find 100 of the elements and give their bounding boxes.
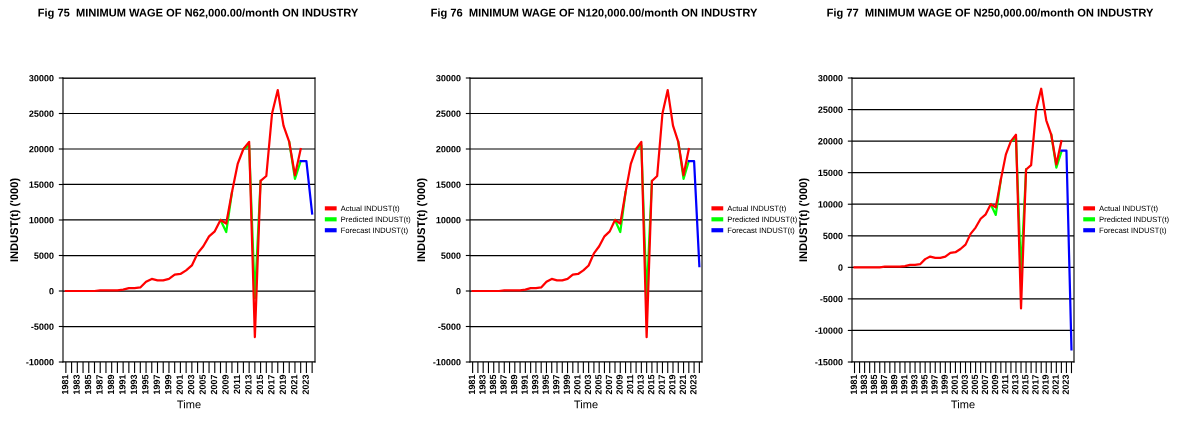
x-tick-label: 2013 (1012, 374, 1019, 395)
x-tick-label: 1985 (870, 374, 878, 395)
x-tick-label: 2015 (256, 374, 264, 395)
y-tick-label: -10000 (433, 358, 461, 366)
x-tick-label: 2009 (991, 374, 999, 395)
x-tick-label: 1995 (542, 374, 549, 395)
y-tick-label: 10000 (818, 201, 843, 208)
x-tick-label: 1999 (563, 374, 570, 395)
x-axis-title: Time (177, 400, 201, 409)
x-tick-label: 2007 (981, 374, 989, 395)
x-tick-label: 1991 (521, 374, 528, 395)
x-tick-label: 2023 (302, 374, 309, 395)
x-tick-label: 1997 (153, 374, 160, 395)
chart-title: Fig 77 MINIMUM WAGE OF N250,000.00/month ON INDUSTRY (827, 8, 1154, 19)
x-tick-label: 2013 (245, 374, 252, 395)
x-tick-label: 1995 (142, 374, 149, 395)
x-tick-label: 2007 (210, 374, 218, 395)
x-tick-label: 1987 (880, 374, 888, 395)
y-tick-label: -5000 (31, 323, 54, 330)
x-tick-label: 2011 (626, 374, 634, 394)
x-tick-label: 2021 (679, 374, 686, 395)
chart-title: Fig 75 MINIMUM WAGE OF N62,000.00/month ON INDUSTRY (38, 8, 359, 19)
y-tick-label: 0 (456, 287, 461, 295)
x-tick-label: 2011 (233, 374, 241, 394)
x-tick-label: 2005 (595, 374, 602, 395)
y-tick-label: 25000 (29, 110, 54, 117)
line-series (471, 88, 690, 339)
x-tick-label: 1981 (850, 374, 857, 395)
x-tick-label: 2001 (176, 374, 183, 395)
y-tick-label: 20000 (436, 145, 461, 153)
y-tick-label: 15000 (29, 181, 54, 188)
x-tick-label: 2019 (1042, 374, 1049, 395)
chart-title: Fig 76 MINIMUM WAGE OF N120,000.00/month ON INDUSTRY (431, 8, 758, 19)
x-tick-label: 2019 (279, 374, 286, 395)
x-tick-label: 2015 (647, 374, 655, 395)
x-tick-label: 1993 (911, 374, 918, 395)
x-tick-label: 1997 (553, 374, 560, 395)
x-tick-label: 2009 (222, 374, 229, 395)
x-tick-label: 1997 (931, 374, 938, 395)
y-tick-label: 15000 (818, 169, 843, 177)
x-tick-label: 1999 (164, 374, 172, 395)
y-tick-label: 5000 (34, 252, 54, 259)
x-axis-title: Time (951, 400, 975, 409)
x-tick-label: 2021 (1052, 374, 1059, 395)
y-tick-label: -10000 (26, 358, 54, 366)
y-tick-label: 25000 (818, 106, 843, 113)
y-tick-label: -10000 (815, 327, 843, 334)
x-tick-label: 2017 (1032, 374, 1039, 395)
x-tick-label: 1999 (941, 374, 948, 395)
x-tick-label: 2019 (669, 374, 676, 395)
x-tick-label: 2005 (199, 374, 206, 395)
x-tick-label: 2017 (268, 374, 275, 395)
y-tick-label: 20000 (818, 138, 843, 145)
x-tick-label: 1987 (96, 374, 103, 395)
y-tick-label: 10000 (29, 216, 54, 224)
x-tick-label: 2003 (584, 374, 592, 395)
x-tick-label: 1983 (860, 374, 868, 395)
y-tick-label: 5000 (441, 252, 461, 259)
x-tick-label: 2023 (1062, 374, 1069, 395)
x-tick-label: 1981 (61, 374, 69, 395)
y-tick-label: 30000 (29, 74, 54, 82)
y-tick-label: 5000 (823, 232, 843, 240)
x-tick-label: 2007 (605, 374, 613, 395)
y-axis-title: INDUST(t) ('000) (416, 178, 428, 262)
x-tick-label: 2021 (290, 374, 298, 395)
y-tick-label: -5000 (820, 295, 843, 303)
x-tick-label: 1987 (500, 374, 507, 395)
line-series (64, 88, 302, 339)
x-tick-label: 1989 (510, 374, 518, 395)
x-tick-label: 1981 (468, 374, 476, 395)
x-tick-label: 2001 (574, 374, 581, 395)
x-tick-label: 1983 (73, 374, 80, 395)
x-tick-label: 1989 (107, 374, 115, 395)
x-tick-label: 1993 (130, 374, 138, 395)
x-tick-label: 2003 (961, 374, 968, 395)
x-axis-title: Time (574, 400, 598, 409)
y-tick-label: 0 (49, 287, 54, 295)
x-tick-label: 1985 (84, 374, 92, 395)
x-tick-label: 1989 (890, 374, 898, 395)
y-tick-label: 15000 (436, 181, 461, 188)
line-series (853, 87, 1063, 310)
x-tick-label: 2015 (1022, 374, 1029, 395)
x-tick-label: 1991 (119, 374, 126, 395)
x-tick-label: 2009 (616, 374, 623, 395)
x-tick-label: 2005 (971, 374, 979, 395)
x-tick-label: 2011 (1001, 374, 1009, 394)
y-axis-title: INDUST(t) ('000) (9, 178, 21, 262)
x-tick-label: 2013 (637, 374, 644, 395)
y-axis-title: INDUST(t) ('000) (798, 178, 810, 262)
x-tick-label: 1983 (479, 374, 486, 395)
y-tick-label: 25000 (436, 110, 461, 117)
x-tick-label: 1993 (531, 374, 539, 395)
x-tick-label: 2003 (187, 374, 195, 395)
y-tick-label: 10000 (436, 216, 461, 224)
x-tick-label: 2023 (690, 374, 697, 395)
x-tick-label: 2001 (951, 374, 958, 395)
x-tick-label: 1985 (489, 374, 497, 395)
y-tick-label: 20000 (29, 145, 54, 153)
y-tick-label: 30000 (818, 74, 843, 82)
y-tick-label: 30000 (436, 74, 461, 82)
